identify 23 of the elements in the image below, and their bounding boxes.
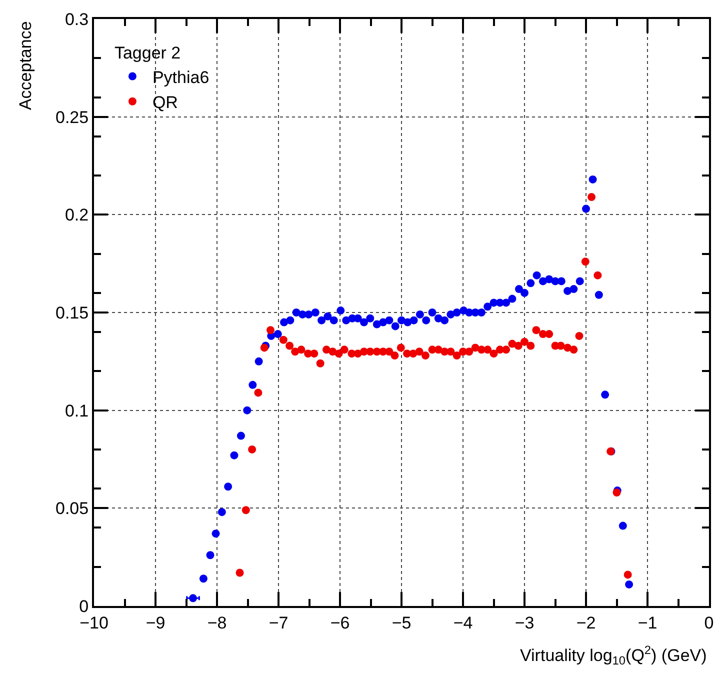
y-tick-label: 0 bbox=[79, 596, 89, 616]
x-tick-label: −10 bbox=[80, 613, 108, 632]
x-tick-label: −9 bbox=[146, 613, 166, 632]
y-tick-label: 0.15 bbox=[56, 303, 89, 322]
y-tick-label: 0.2 bbox=[64, 206, 89, 225]
legend-label: QR bbox=[152, 92, 178, 112]
x-tick-label: −5 bbox=[392, 613, 412, 632]
x-axis-title: Virtuality log$_{10}$(Q$^{2}$) (GeV) bbox=[520, 643, 707, 668]
x-tick-label: −3 bbox=[514, 613, 534, 632]
legend-label: Pythia6 bbox=[152, 68, 210, 87]
x-tick-label: −6 bbox=[330, 613, 350, 632]
y-tick-label: 0.1 bbox=[64, 401, 89, 420]
x-tick-label: −1 bbox=[638, 613, 658, 632]
legend-title: Tagger 2 bbox=[114, 44, 181, 63]
x-tick-label: 0 bbox=[704, 613, 714, 632]
x-tick-label: −7 bbox=[268, 613, 288, 632]
y-tick-label: 0.25 bbox=[56, 108, 89, 127]
x-tick-label: −2 bbox=[576, 613, 596, 632]
y-tick-label: 0.05 bbox=[56, 499, 89, 518]
x-tick-label: −4 bbox=[453, 613, 473, 632]
y-tick-label: 0.3 bbox=[64, 10, 89, 29]
y-axis-title: Acceptance bbox=[16, 21, 36, 110]
x-tick-label: −8 bbox=[207, 613, 227, 632]
